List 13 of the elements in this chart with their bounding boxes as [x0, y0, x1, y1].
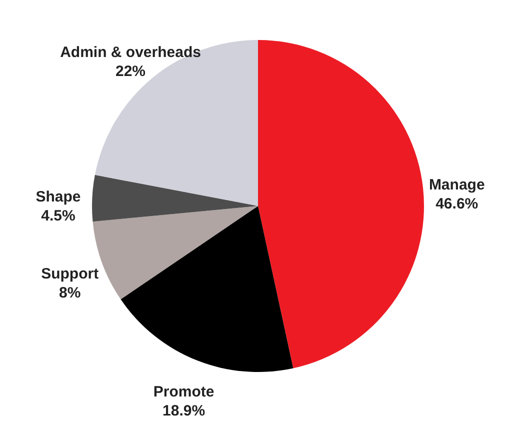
- data-label: 22%: [116, 62, 146, 80]
- data-label: 4.5%: [41, 208, 76, 225]
- pie-slice: [92, 174, 258, 222]
- slice-label: Support: [41, 266, 99, 283]
- slice-label: Admin & overheads: [60, 44, 201, 61]
- data-label: 8%: [58, 284, 81, 302]
- pie-slice: [258, 40, 424, 368]
- data-label: 18.9%: [162, 402, 206, 420]
- slice-label: Manage: [428, 176, 485, 194]
- data-label: 46.6%: [436, 196, 478, 213]
- slice-label: Promote: [153, 384, 214, 401]
- slice-label: Shape: [36, 188, 81, 206]
- pie-slice: [120, 206, 294, 372]
